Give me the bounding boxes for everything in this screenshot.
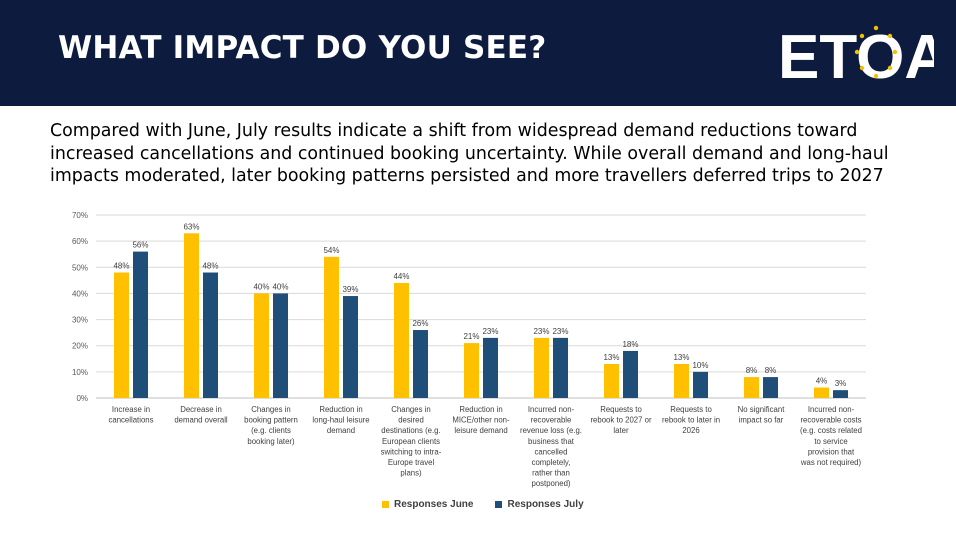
bar-june: [674, 364, 689, 398]
bar-july: [833, 390, 848, 398]
bar-chart: 0% 10% 20% 30% 40% 50% 60% 70% 48% 56% Increase in…: [72, 211, 866, 488]
bar-june: [254, 293, 269, 398]
data-label: 40%: [272, 282, 288, 291]
y-tick-label: 30%: [72, 316, 88, 325]
data-label: 39%: [342, 285, 358, 294]
category-label: Reduction in MICE/other non-leisure deman…: [452, 405, 510, 435]
bar-june: [534, 337, 549, 398]
data-label: 48%: [113, 262, 129, 271]
etoa-logo-text: ETOA: [778, 23, 934, 86]
data-label: 4%: [816, 377, 828, 386]
data-label: 44%: [393, 272, 409, 281]
category-label: Incurred non-recoverable costs (e.g. cost…: [800, 405, 862, 467]
etoa-logo: ETOA: [778, 23, 934, 86]
category-label: Requests to rebook to 2027 or later: [590, 405, 652, 435]
bar-june: [744, 377, 759, 398]
bar-june: [184, 233, 199, 398]
legend-swatch-july: [495, 501, 503, 508]
bar-june: [324, 256, 339, 398]
header-banner: WHAT IMPACT DO YOU SEE? ETOA: [0, 0, 956, 106]
y-tick-label: 0%: [76, 394, 88, 403]
category-label: Incurred non-recoverable revenue loss (e.…: [520, 405, 582, 488]
category-label: Changes in booking pattern (e.g. clients bo…: [244, 405, 298, 446]
y-tick-label: 50%: [72, 263, 88, 272]
legend-item-june: Responses June: [382, 499, 473, 510]
data-label: 18%: [622, 340, 638, 349]
data-label: 23%: [552, 327, 568, 336]
bar-june: [604, 364, 619, 398]
category-label: Increase in cancellations: [108, 405, 153, 425]
legend-label-july: Responses July: [507, 499, 584, 510]
data-label: 13%: [673, 353, 689, 362]
legend-label-june: Responses June: [394, 499, 474, 510]
legend-swatch-june: [382, 501, 389, 508]
data-label: 54%: [323, 246, 339, 255]
bar-june: [114, 272, 129, 398]
y-tick-label: 20%: [72, 342, 88, 351]
y-tick-label: 10%: [72, 368, 88, 377]
logo-stars-icon: [854, 25, 898, 79]
bar-july: [483, 337, 498, 398]
bar-july: [133, 251, 148, 398]
data-label: 56%: [132, 241, 148, 250]
data-label: 23%: [482, 327, 498, 336]
bar-july: [553, 337, 568, 398]
legend-item-july: Responses July: [495, 499, 584, 510]
bar-july: [203, 272, 218, 398]
data-label: 48%: [202, 262, 218, 271]
data-label: 21%: [463, 332, 479, 341]
data-label: 26%: [412, 319, 428, 328]
data-label: 63%: [183, 222, 199, 231]
y-tick-label: 60%: [72, 237, 88, 246]
page-title: WHAT IMPACT DO YOU SEE?: [58, 30, 547, 66]
data-label: 13%: [603, 353, 619, 362]
data-label: 8%: [746, 366, 758, 375]
bar-june: [394, 282, 409, 398]
category-label: Decrease in demand overall: [174, 405, 228, 425]
data-label: 40%: [253, 282, 269, 291]
bar-july: [693, 371, 708, 398]
data-label: 8%: [765, 366, 777, 375]
bar-july: [623, 350, 638, 398]
data-label: 10%: [692, 361, 708, 370]
bar-july: [413, 330, 428, 398]
y-tick-label: 70%: [72, 211, 88, 220]
summary-text: Compared with June, July results indicat…: [50, 121, 889, 186]
category-label: Requests to rebook to later in 2026: [662, 405, 720, 435]
y-tick-label: 40%: [72, 289, 88, 298]
data-label: 3%: [835, 379, 847, 388]
data-label: 23%: [533, 327, 549, 336]
bar-july: [343, 296, 358, 398]
bar-july: [273, 293, 288, 398]
bar-july: [763, 377, 778, 398]
bar-june: [464, 343, 479, 398]
category-label: Reduction in long-haul leisure demand: [312, 405, 369, 435]
category-label: No significant impact so far: [738, 405, 786, 425]
chart-legend: Responses June Responses July: [382, 499, 584, 510]
category-label: Changes in desired destinations (e.g. Europ…: [381, 405, 442, 478]
bar-june: [814, 387, 829, 398]
